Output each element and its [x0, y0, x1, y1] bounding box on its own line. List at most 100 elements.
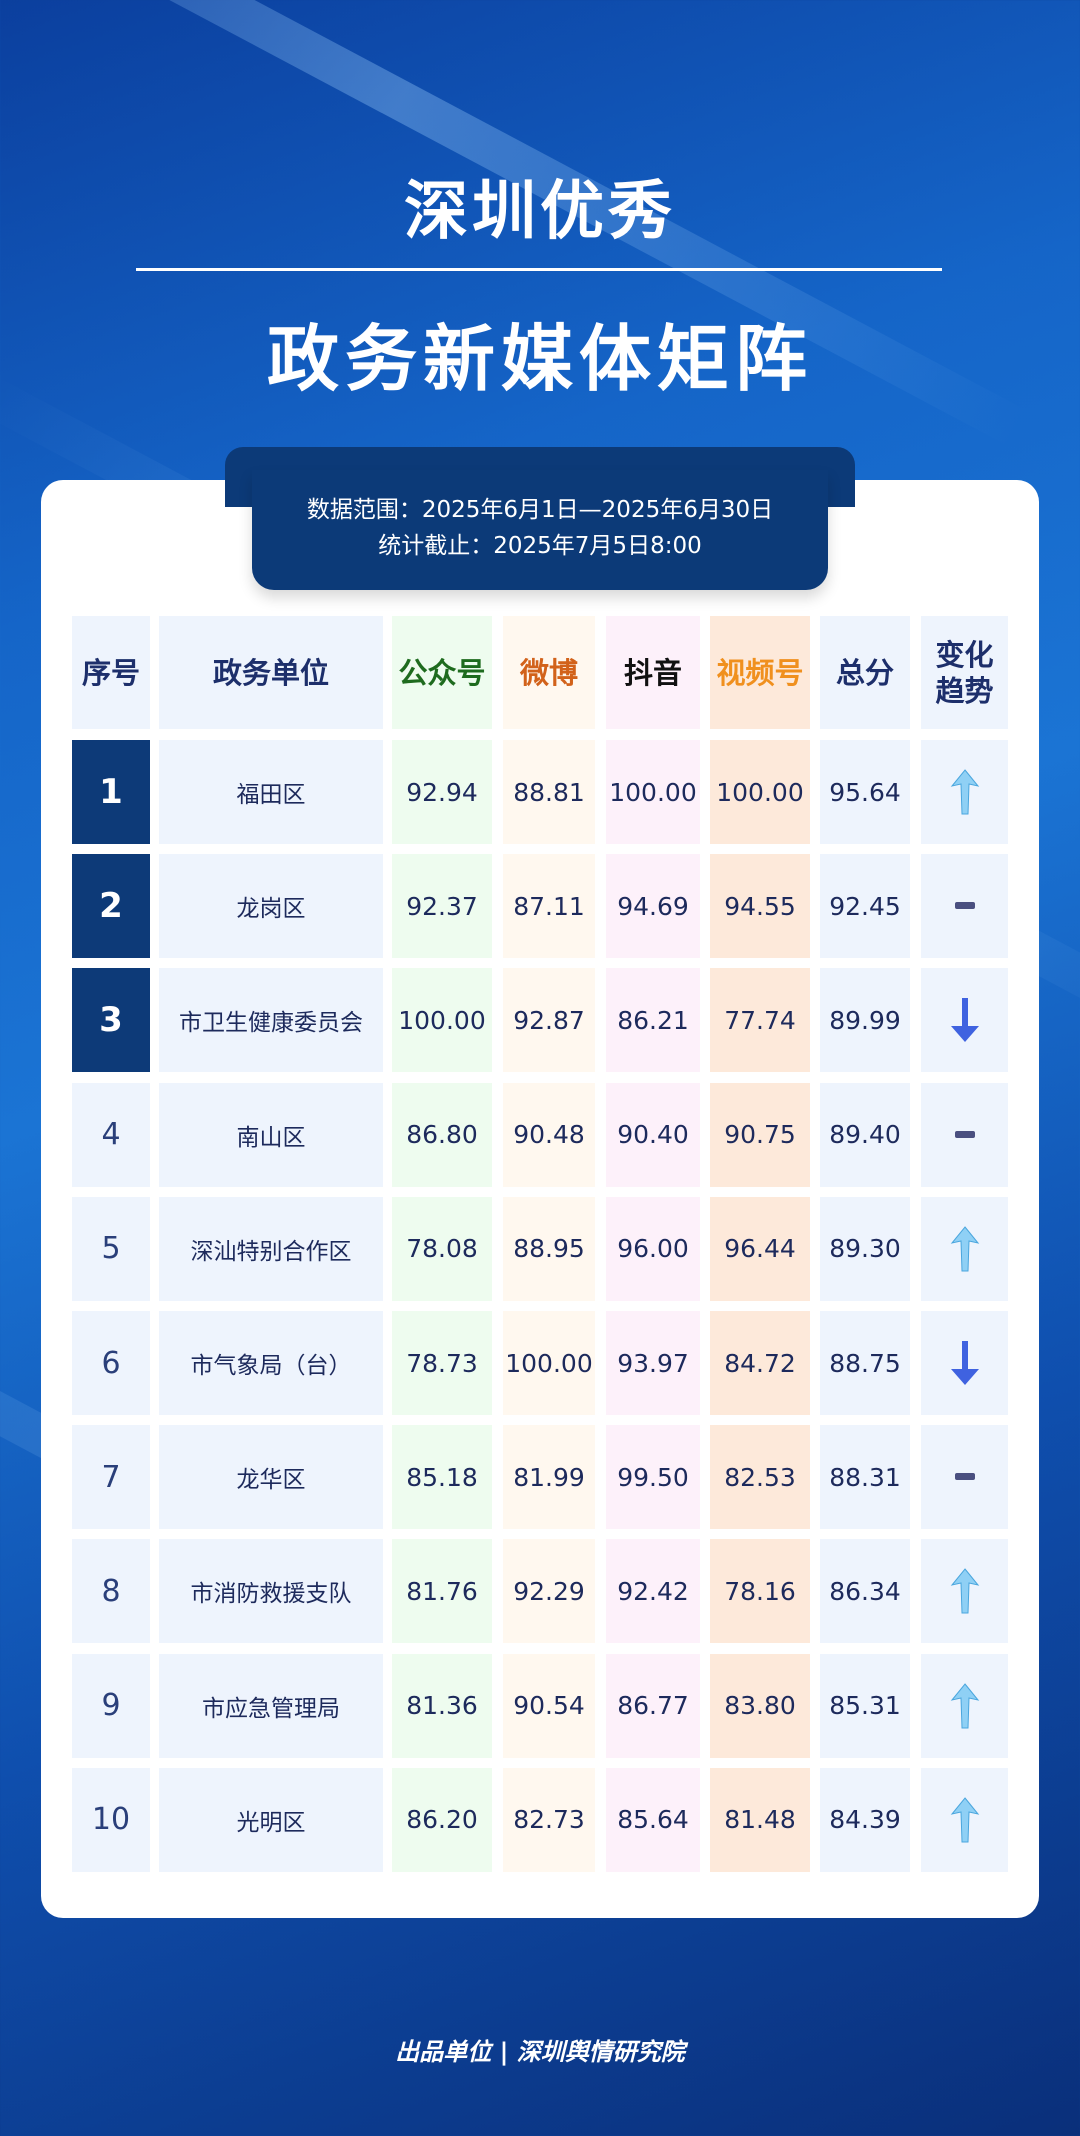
total-score-cell: 84.39 — [820, 1767, 910, 1872]
up-arrow-icon — [950, 768, 980, 816]
trend-cell — [921, 1311, 1008, 1415]
header-trend: 变化 趋势 — [921, 616, 1008, 729]
total-score-cell: 88.75 — [820, 1311, 910, 1415]
douyin-score-cell: 92.42 — [606, 1539, 700, 1644]
title-divider — [136, 268, 942, 271]
flat-dash-icon — [954, 902, 975, 910]
douyin-score-cell: 93.97 — [606, 1311, 700, 1415]
channels-score-cell: 90.75 — [710, 1082, 810, 1187]
header-weibo-score: 微博 — [503, 616, 595, 729]
weibo-score-cell: 100.00 — [503, 1311, 595, 1415]
wechat-score-cell: 78.08 — [392, 1196, 492, 1301]
unit-cell: 福田区 — [159, 740, 383, 844]
header-wechat-score: 公众号 — [392, 616, 492, 729]
up-arrow-icon — [950, 1796, 980, 1844]
header-rank: 序号 — [72, 616, 150, 729]
title-line2: 政务新媒体矩阵 — [266, 317, 813, 401]
unit-cell: 市消防救援支队 — [159, 1539, 383, 1644]
total-score-cell: 95.64 — [820, 740, 910, 844]
douyin-score-cell: 90.40 — [606, 1082, 700, 1187]
wechat-score-cell: 81.36 — [392, 1653, 492, 1758]
weibo-score-cell: 92.87 — [503, 968, 595, 1073]
trend-cell — [921, 1539, 1008, 1644]
rank-cell: 2 — [72, 854, 150, 959]
rank-cell: 4 — [72, 1082, 150, 1187]
douyin-score-cell: 94.69 — [606, 854, 700, 959]
rank-cell: 3 — [72, 968, 150, 1073]
channels-score-cell: 94.55 — [710, 854, 810, 959]
douyin-score-cell: 99.50 — [606, 1425, 700, 1530]
wechat-score-cell: 86.20 — [392, 1767, 492, 1872]
wechat-score-cell: 78.73 — [392, 1311, 492, 1415]
wechat-score-cell: 81.76 — [392, 1539, 492, 1644]
weibo-score-cell: 90.54 — [503, 1653, 595, 1758]
douyin-score-cell: 86.77 — [606, 1653, 700, 1758]
channels-score-cell: 84.72 — [710, 1311, 810, 1415]
up-arrow-icon — [950, 1682, 980, 1730]
unit-cell: 南山区 — [159, 1082, 383, 1187]
up-arrow-icon — [950, 1567, 980, 1615]
total-score-cell: 88.31 — [820, 1425, 910, 1530]
rank-cell: 6 — [72, 1311, 150, 1415]
total-score-cell: 85.31 — [820, 1653, 910, 1758]
wechat-score-cell: 100.00 — [392, 968, 492, 1073]
footer-credit: 出品单位 | 深圳舆情研究院 — [395, 2038, 685, 2066]
weibo-score-cell: 87.11 — [503, 854, 595, 959]
flat-dash-icon — [954, 1473, 975, 1481]
unit-cell: 市应急管理局 — [159, 1653, 383, 1758]
trend-cell — [921, 1196, 1008, 1301]
douyin-score-cell: 86.21 — [606, 968, 700, 1073]
wechat-score-cell: 85.18 — [392, 1425, 492, 1530]
douyin-score-cell: 85.64 — [606, 1767, 700, 1872]
trend-cell — [921, 854, 1008, 959]
trend-cell — [921, 1767, 1008, 1872]
total-score-cell: 89.30 — [820, 1196, 910, 1301]
trend-cell — [921, 968, 1008, 1073]
down-arrow-icon — [949, 1339, 981, 1387]
weibo-score-cell: 82.73 — [503, 1767, 595, 1872]
channels-score-cell: 83.80 — [710, 1653, 810, 1758]
wechat-score-cell: 86.80 — [392, 1082, 492, 1187]
rank-cell: 1 — [72, 740, 150, 844]
total-score-cell: 89.40 — [820, 1082, 910, 1187]
header-douyin-score: 抖音 — [606, 616, 700, 729]
cutoff-time: 统计截止：2025年7月5日8:00 — [378, 533, 702, 559]
rank-cell: 10 — [72, 1767, 150, 1872]
trend-cell — [921, 1653, 1008, 1758]
unit-cell: 龙岗区 — [159, 854, 383, 959]
rank-cell: 8 — [72, 1539, 150, 1644]
header-channels-score: 视频号 — [710, 616, 810, 729]
channels-score-cell: 78.16 — [710, 1539, 810, 1644]
channels-score-cell: 100.00 — [710, 740, 810, 844]
header-unit: 政务单位 — [159, 616, 383, 729]
weibo-score-cell: 81.99 — [503, 1425, 595, 1530]
trend-cell — [921, 740, 1008, 844]
weibo-score-cell: 90.48 — [503, 1082, 595, 1187]
rank-cell: 7 — [72, 1425, 150, 1530]
up-arrow-icon — [950, 1225, 980, 1273]
total-score-cell: 89.99 — [820, 968, 910, 1073]
rank-cell: 9 — [72, 1653, 150, 1758]
rank-cell: 5 — [72, 1196, 150, 1301]
flat-dash-icon — [954, 1130, 975, 1139]
wechat-score-cell: 92.37 — [392, 854, 492, 959]
channels-score-cell: 82.53 — [710, 1425, 810, 1530]
date-banner: 数据范围：2025年6月1日—2025年6月30日 统计截止：2025年7月5日… — [252, 470, 828, 590]
channels-score-cell: 81.48 — [710, 1767, 810, 1872]
trend-cell — [921, 1082, 1008, 1187]
total-score-cell: 86.34 — [820, 1539, 910, 1644]
channels-score-cell: 96.44 — [710, 1196, 810, 1301]
header-total-score: 总分 — [820, 616, 910, 729]
down-arrow-icon — [949, 996, 981, 1044]
wechat-score-cell: 92.94 — [392, 740, 492, 844]
douyin-score-cell: 96.00 — [606, 1196, 700, 1301]
channels-score-cell: 77.74 — [710, 968, 810, 1073]
weibo-score-cell: 88.95 — [503, 1196, 595, 1301]
weibo-score-cell: 88.81 — [503, 740, 595, 844]
unit-cell: 龙华区 — [159, 1425, 383, 1530]
douyin-score-cell: 100.00 — [606, 740, 700, 844]
unit-cell: 市卫生健康委员会 — [159, 968, 383, 1073]
weibo-score-cell: 92.29 — [503, 1539, 595, 1644]
unit-cell: 光明区 — [159, 1767, 383, 1872]
title-line1: 深圳优秀 — [404, 175, 676, 249]
